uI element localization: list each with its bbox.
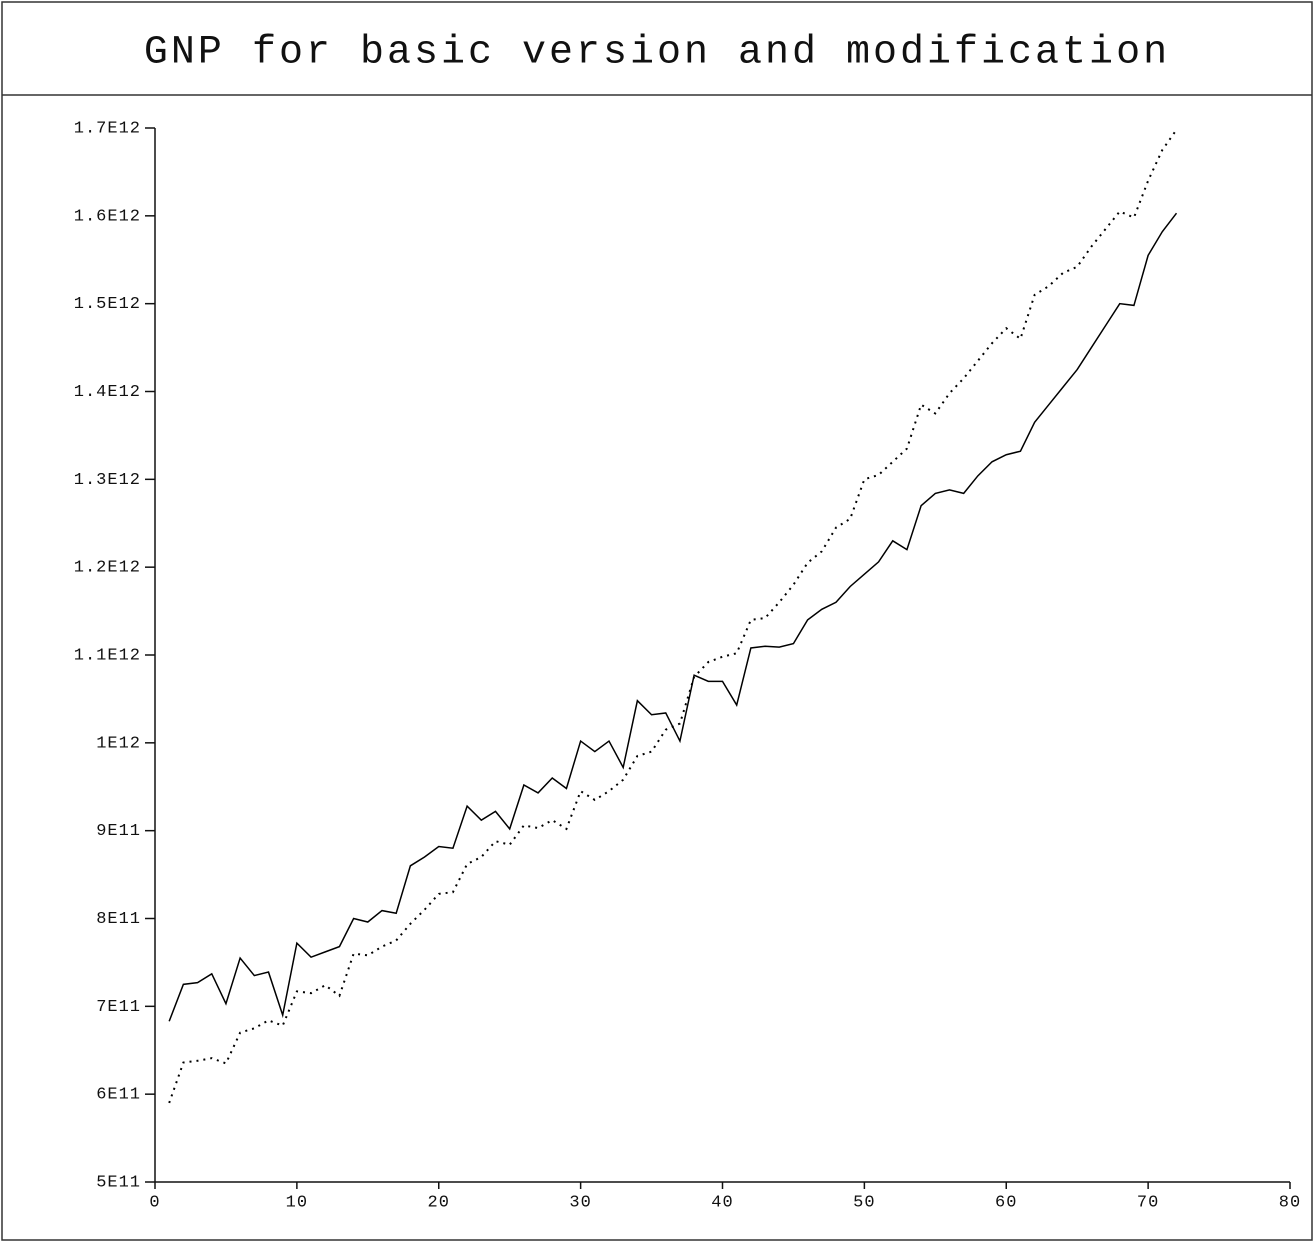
y-tick-label: 1.4E12 [74,383,141,402]
x-tick-label: 40 [711,1193,733,1212]
y-tick-label: 1.7E12 [74,119,141,138]
series-line [168,129,1178,1104]
y-tick-label: 5E11 [96,1173,141,1192]
x-tick-label: 30 [569,1193,591,1212]
y-tick-label: 1.3E12 [74,471,141,490]
x-tick-label: 20 [428,1193,450,1212]
x-tick-label: 10 [286,1193,308,1212]
y-tick-label: 8E11 [96,910,141,929]
y-tick-label: 6E11 [96,1086,141,1105]
chart-title: GNP for basic version and modification [144,31,1170,76]
y-tick-label: 1.6E12 [74,207,141,226]
y-tick-label: 1.1E12 [74,646,141,665]
x-tick-label: 80 [1279,1193,1301,1212]
series-line [168,212,1178,1022]
y-tick-label: 1.5E12 [74,295,141,314]
x-tick-label: 70 [1137,1193,1159,1212]
x-tick-label: 0 [149,1193,160,1212]
y-tick-label: 9E11 [96,822,141,841]
y-tick-label: 1E12 [96,734,141,753]
x-tick-label: 50 [853,1193,875,1212]
y-tick-label: 7E11 [96,998,141,1017]
y-tick-label: 1.2E12 [74,559,141,578]
x-tick-label: 60 [995,1193,1017,1212]
